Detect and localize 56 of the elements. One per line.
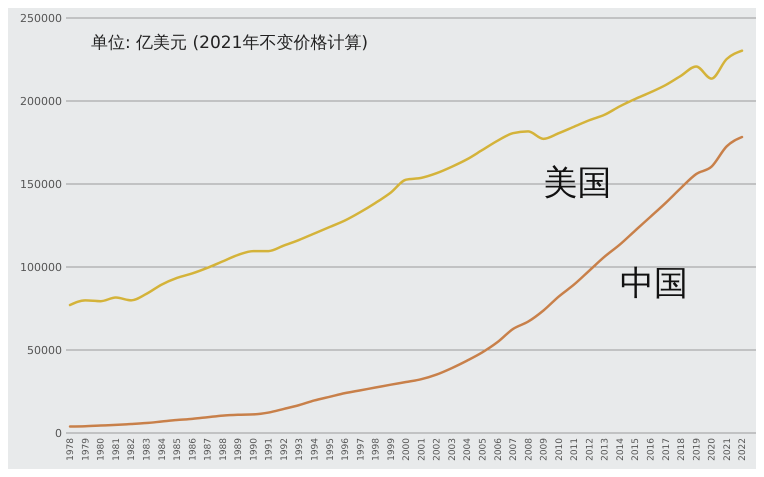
x-tick-label: 1991 (264, 438, 275, 461)
x-tick-label: 2001 (417, 438, 428, 461)
y-tick-label: 50000 (27, 344, 62, 357)
x-tick-label: 1988 (218, 438, 229, 461)
text: 单位: 亿美元 (2021年不变价格计算) (91, 33, 368, 53)
x-tick-label: 1981 (112, 438, 122, 461)
x-tick-label: 2016 (646, 438, 657, 461)
x-tick-label: 1986 (188, 438, 198, 461)
x-tick-label: 2007 (509, 438, 520, 461)
x-tick-label: 2015 (631, 438, 642, 461)
x-tick-label: 2004 (463, 438, 474, 461)
x-tick-label: 2018 (677, 438, 688, 461)
x-tick-label: 1992 (280, 438, 290, 461)
x-tick-label: 1997 (356, 438, 366, 461)
series-label: 中国 (620, 264, 688, 304)
x-tick-label: 1996 (341, 438, 352, 461)
x-tick-label: 2002 (432, 438, 443, 461)
y-tick-label: 150000 (20, 178, 62, 191)
x-tick-label: 1984 (158, 438, 168, 461)
x-tick-label: 1982 (127, 438, 138, 461)
x-tick-label: 1999 (386, 438, 397, 461)
x-tick-label: 2005 (478, 438, 489, 461)
x-tick-label: 1980 (96, 438, 107, 461)
x-tick-label: 2022 (738, 438, 748, 461)
x-tick-label: 1978 (66, 438, 76, 461)
x-tick-label: 1985 (173, 438, 184, 461)
x-tick-label: 1979 (81, 438, 92, 461)
y-tick-label: 100000 (20, 260, 62, 274)
x-tick-label: 2012 (585, 438, 596, 461)
y-tick-label: 0 (55, 426, 62, 440)
x-tick-label: 2003 (448, 438, 458, 461)
x-tick-label: 1998 (372, 438, 382, 461)
x-tick-label: 2010 (554, 438, 565, 461)
x-tick-label: 1993 (295, 438, 306, 461)
x-tick-label: 2014 (616, 438, 626, 461)
x-tick-label: 2017 (662, 438, 672, 461)
x-tick-label: 1989 (234, 438, 244, 461)
x-tick-label: 2013 (600, 438, 611, 461)
x-tick-label: 1994 (310, 438, 321, 461)
y-tick-label: 250000 (20, 12, 62, 25)
x-tick-label: 2011 (570, 438, 580, 461)
x-tick-label: 2008 (524, 438, 534, 461)
x-tick-label: 2006 (494, 438, 504, 461)
x-tick-label: 1983 (142, 438, 153, 461)
x-tick-label: 2019 (692, 438, 702, 461)
line-series (68, 136, 744, 428)
x-tick-label: 1987 (204, 438, 214, 461)
x-tick-label: 2000 (402, 438, 412, 461)
x-tick-label: 2020 (708, 438, 718, 461)
line-series (68, 49, 744, 306)
x-tick-label: 1990 (249, 438, 260, 461)
y-tick-label: 200000 (20, 94, 62, 108)
x-tick-label: 2009 (540, 438, 550, 461)
x-tick-label: 2021 (722, 438, 733, 461)
series-label: 美国 (543, 162, 612, 203)
x-tick-label: 1995 (326, 438, 336, 461)
